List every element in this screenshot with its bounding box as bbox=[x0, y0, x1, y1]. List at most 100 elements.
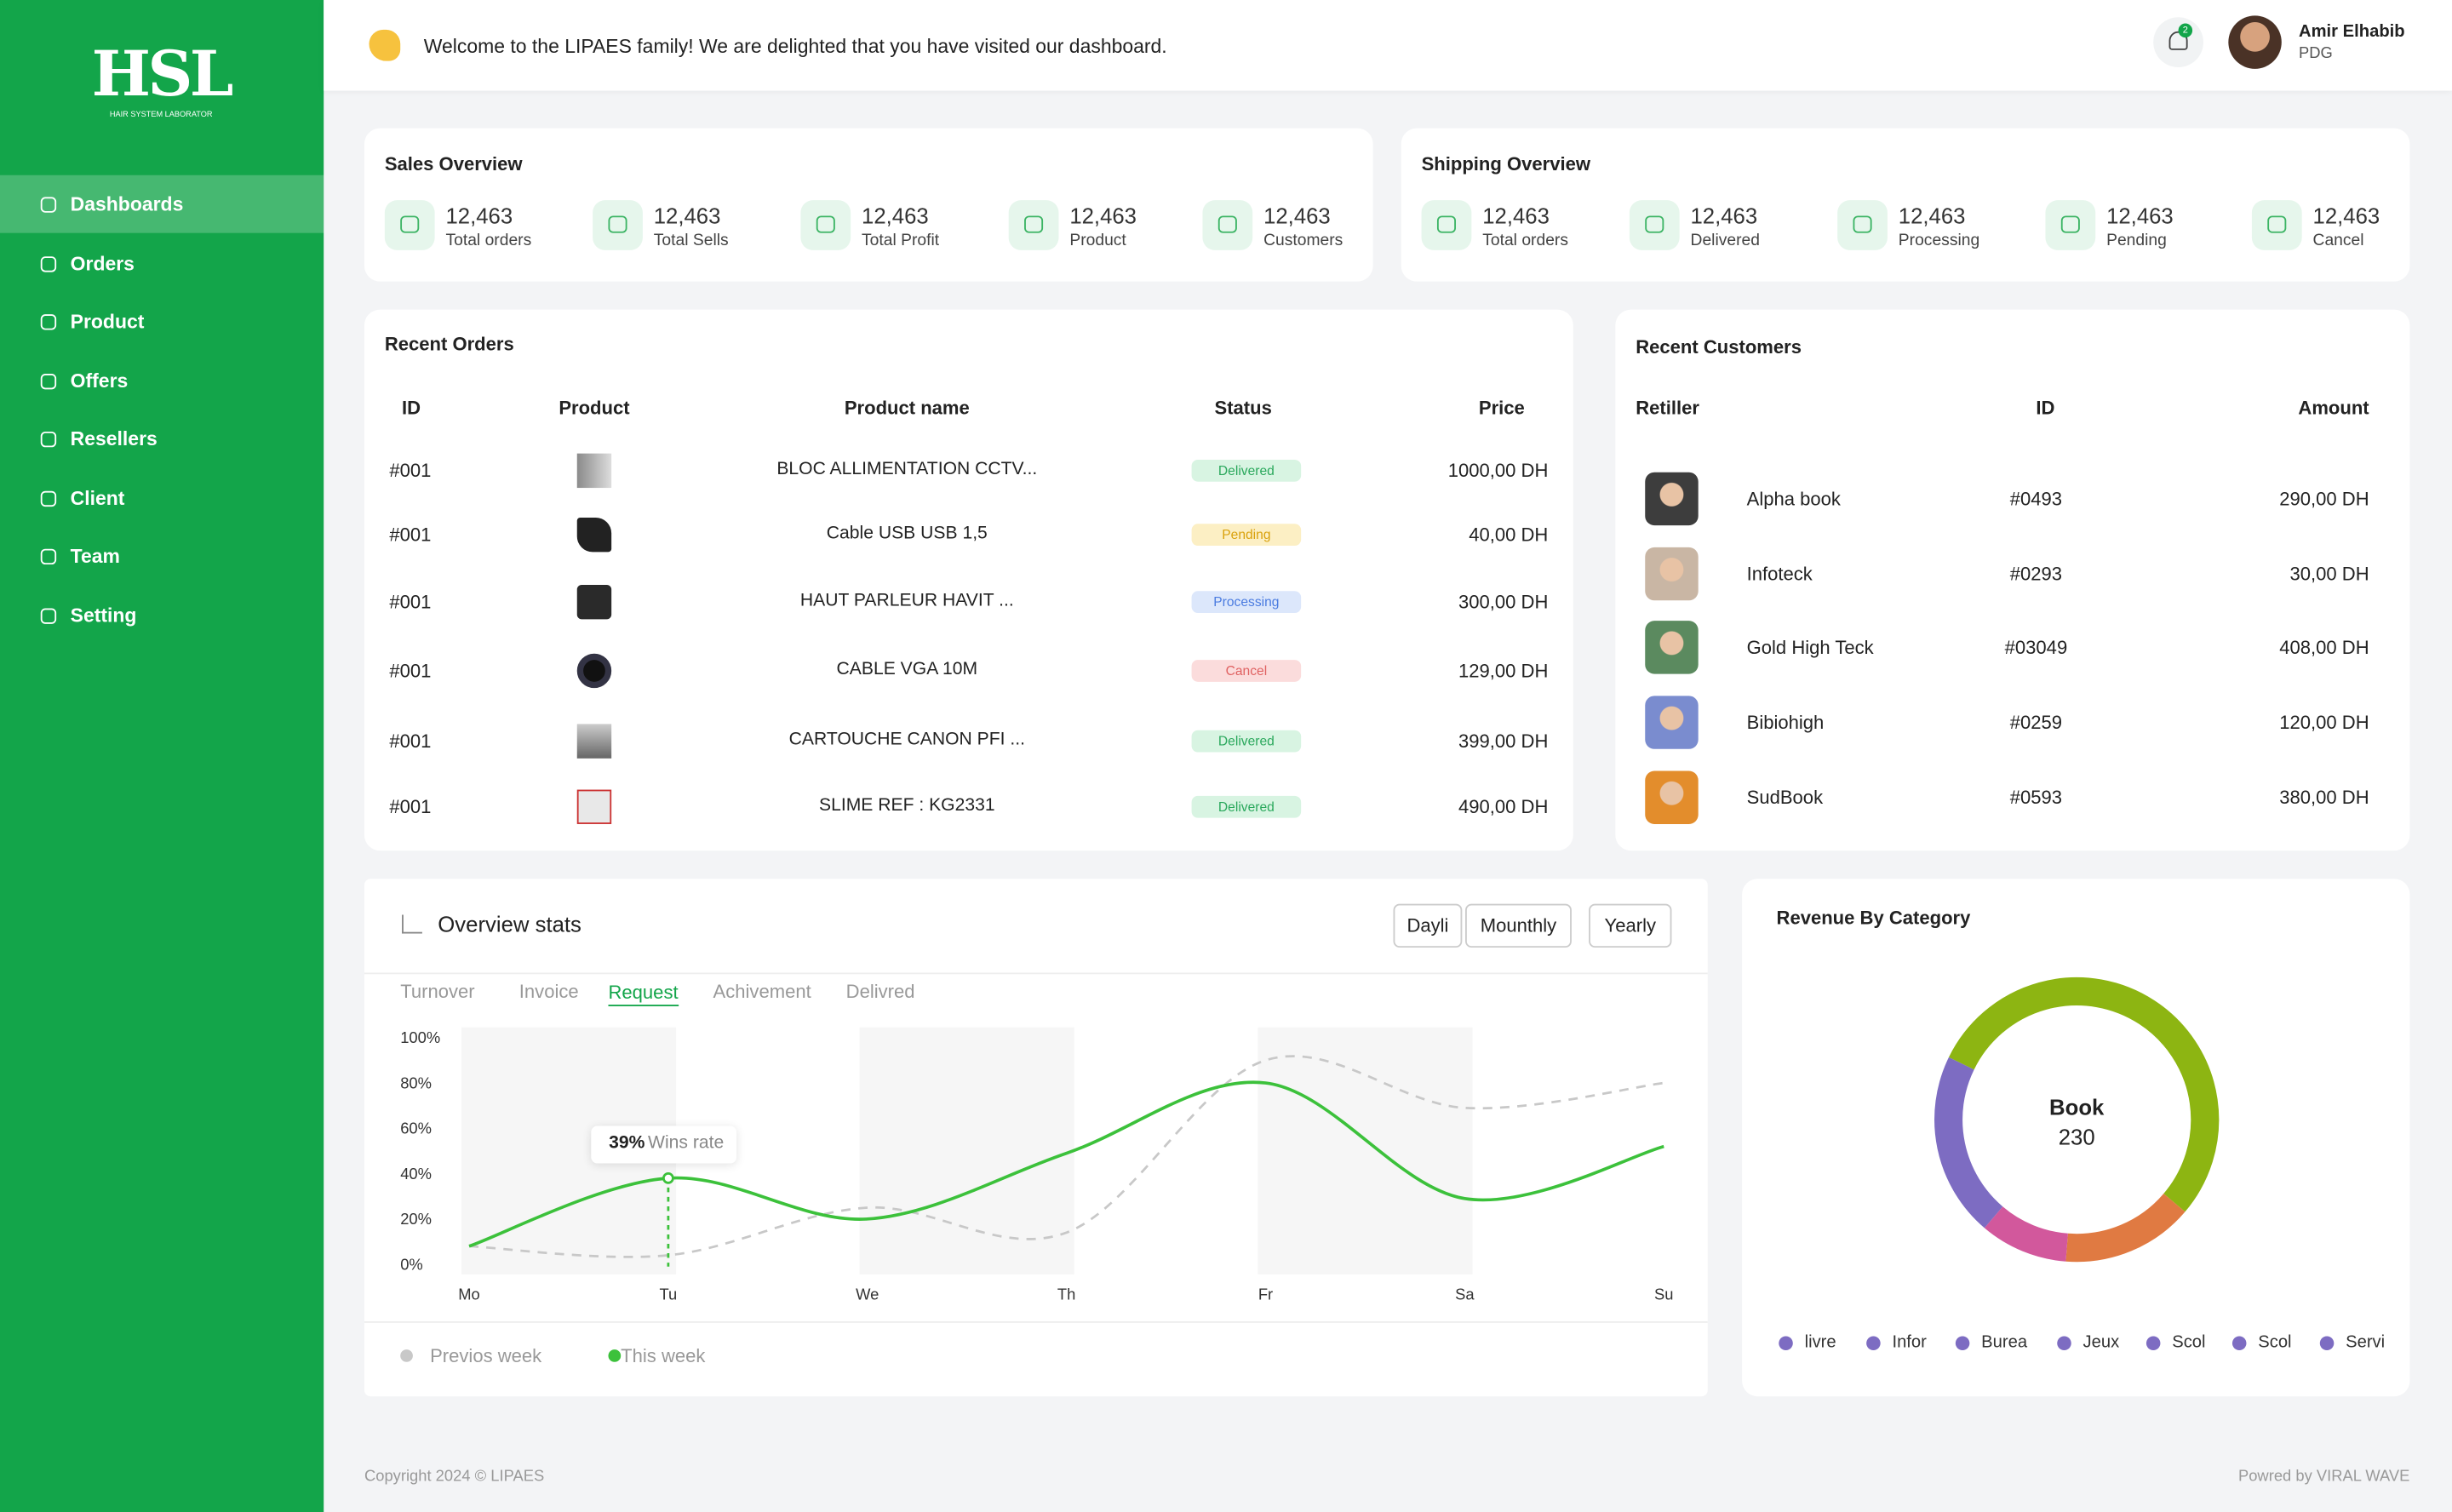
stat-icon bbox=[1202, 200, 1253, 250]
tab[interactable]: Turnover bbox=[400, 980, 475, 1003]
product-name: HAUT PARLEUR HAVIT ... bbox=[799, 591, 1014, 610]
donut-center-label: Book bbox=[2049, 1094, 2105, 1120]
customer-avatar bbox=[1645, 696, 1699, 749]
card-title: Sales Overview bbox=[384, 153, 523, 175]
period-button[interactable] bbox=[1393, 903, 1463, 948]
y-tick-label: 0% bbox=[400, 1257, 423, 1274]
status-text: Delivered bbox=[1217, 462, 1275, 478]
stat-value: 12,463 bbox=[862, 203, 929, 229]
product-image bbox=[576, 653, 612, 689]
order-price: 129,00 DH bbox=[1458, 660, 1549, 682]
menu-item[interactable]: Team bbox=[70, 545, 120, 568]
card-title: Overview stats bbox=[438, 911, 581, 937]
stat-icon bbox=[1008, 200, 1059, 250]
stat-label: Cancel bbox=[2312, 231, 2364, 250]
user-avatar[interactable] bbox=[2228, 15, 2282, 69]
menu-item[interactable]: Setting bbox=[70, 604, 137, 627]
order-price: 300,00 DH bbox=[1458, 591, 1549, 614]
stat-icon bbox=[800, 200, 851, 250]
x-tick-label: Mo bbox=[458, 1286, 480, 1304]
stat-label: Total orders bbox=[445, 231, 532, 250]
notification-badge bbox=[2178, 23, 2193, 38]
stat-label: Processing bbox=[1898, 231, 1980, 250]
active-menu-bg bbox=[0, 175, 324, 233]
stat-value: 12,463 bbox=[2106, 203, 2174, 229]
y-tick-label: 20% bbox=[400, 1211, 432, 1229]
order-id: #001 bbox=[389, 730, 432, 753]
stat-icon-glyph bbox=[816, 215, 835, 233]
order-id: #001 bbox=[389, 460, 432, 482]
customer-avatar bbox=[1645, 770, 1699, 824]
card-title: Shipping Overview bbox=[1421, 153, 1591, 175]
stat-icon-glyph bbox=[1024, 215, 1044, 233]
period-button[interactable] bbox=[1589, 903, 1672, 948]
legend-label: Servi bbox=[2346, 1332, 2386, 1352]
customer-name: SudBook bbox=[1746, 786, 1824, 809]
menu-icon bbox=[40, 548, 57, 565]
y-tick-label: 40% bbox=[400, 1166, 432, 1184]
order-price: 1000,00 DH bbox=[1447, 460, 1549, 482]
tab[interactable]: Request bbox=[608, 982, 679, 1006]
order-id: #001 bbox=[389, 591, 432, 614]
menu-item[interactable]: Resellers bbox=[70, 427, 158, 450]
customer-amount: 30,00 DH bbox=[2289, 563, 2369, 585]
product-image bbox=[576, 453, 612, 489]
status-text: Delivered bbox=[1217, 732, 1275, 749]
stat-icon bbox=[2251, 200, 2302, 250]
stat-icon-glyph bbox=[1436, 215, 1457, 233]
card-title: Recent Customers bbox=[1636, 335, 1802, 358]
product-image bbox=[576, 789, 612, 824]
stat-value: 12,463 bbox=[1482, 203, 1550, 229]
stat-label: Total orders bbox=[1482, 231, 1568, 250]
customer-id: #0493 bbox=[2009, 488, 2063, 510]
customer-name: Gold High Teck bbox=[1746, 636, 1874, 659]
sidebar bbox=[0, 0, 324, 1512]
period-button-label[interactable]: Mounthly bbox=[1480, 914, 1557, 937]
x-tick-label: Sa bbox=[1455, 1286, 1475, 1304]
customer-amount: 120,00 DH bbox=[2279, 711, 2369, 734]
stat-label: Product bbox=[1069, 231, 1126, 250]
logo: HSL bbox=[91, 37, 234, 112]
column-header: Product name bbox=[844, 397, 970, 420]
status-text: Delivered bbox=[1217, 799, 1275, 815]
stat-value: 12,463 bbox=[445, 203, 513, 229]
menu-item[interactable]: Product bbox=[70, 311, 145, 333]
menu-item[interactable]: Client bbox=[70, 486, 125, 509]
menu-item[interactable]: Orders bbox=[70, 252, 135, 274]
order-price: 490,00 DH bbox=[1458, 795, 1549, 818]
period-button-label[interactable]: Dayli bbox=[1406, 914, 1449, 937]
x-tick-label: We bbox=[856, 1286, 879, 1304]
column-header: Product bbox=[559, 397, 630, 420]
user-role: PDG bbox=[2299, 45, 2333, 63]
card bbox=[364, 309, 1573, 851]
product-image bbox=[576, 724, 612, 759]
customer-name: Alpha book bbox=[1746, 488, 1841, 510]
tooltip bbox=[591, 1126, 737, 1165]
tab[interactable]: Invoice bbox=[518, 980, 579, 1003]
tab[interactable]: Achivement bbox=[713, 980, 811, 1003]
x-tick-label: Su bbox=[1654, 1286, 1674, 1304]
stat-icon-glyph bbox=[2267, 215, 2287, 233]
card-title: Recent Orders bbox=[384, 333, 514, 355]
tab[interactable]: Delivred bbox=[845, 980, 915, 1003]
order-price: 399,00 DH bbox=[1458, 730, 1549, 753]
stat-label: Pending bbox=[2106, 231, 2167, 250]
y-tick-label: 80% bbox=[400, 1075, 432, 1093]
order-id: #001 bbox=[389, 795, 432, 818]
menu-icon bbox=[40, 490, 57, 507]
period-button-label[interactable]: Yearly bbox=[1604, 914, 1657, 937]
stat-icon bbox=[1629, 200, 1680, 250]
stats-icon bbox=[402, 914, 422, 934]
stat-icon bbox=[384, 200, 435, 250]
notification-count: 2 bbox=[2182, 26, 2188, 36]
stat-label: Customers bbox=[1263, 231, 1343, 250]
menu-item[interactable]: Offers bbox=[70, 369, 129, 392]
stat-value: 12,463 bbox=[1263, 203, 1331, 229]
stat-icon-glyph bbox=[1853, 215, 1872, 233]
order-id: #001 bbox=[389, 660, 432, 682]
period-button[interactable] bbox=[1465, 903, 1572, 948]
user-name: Amir Elhabib bbox=[2299, 22, 2405, 42]
legend-label: Previos week bbox=[430, 1344, 542, 1367]
menu-item[interactable]: Dashboards bbox=[70, 193, 184, 216]
